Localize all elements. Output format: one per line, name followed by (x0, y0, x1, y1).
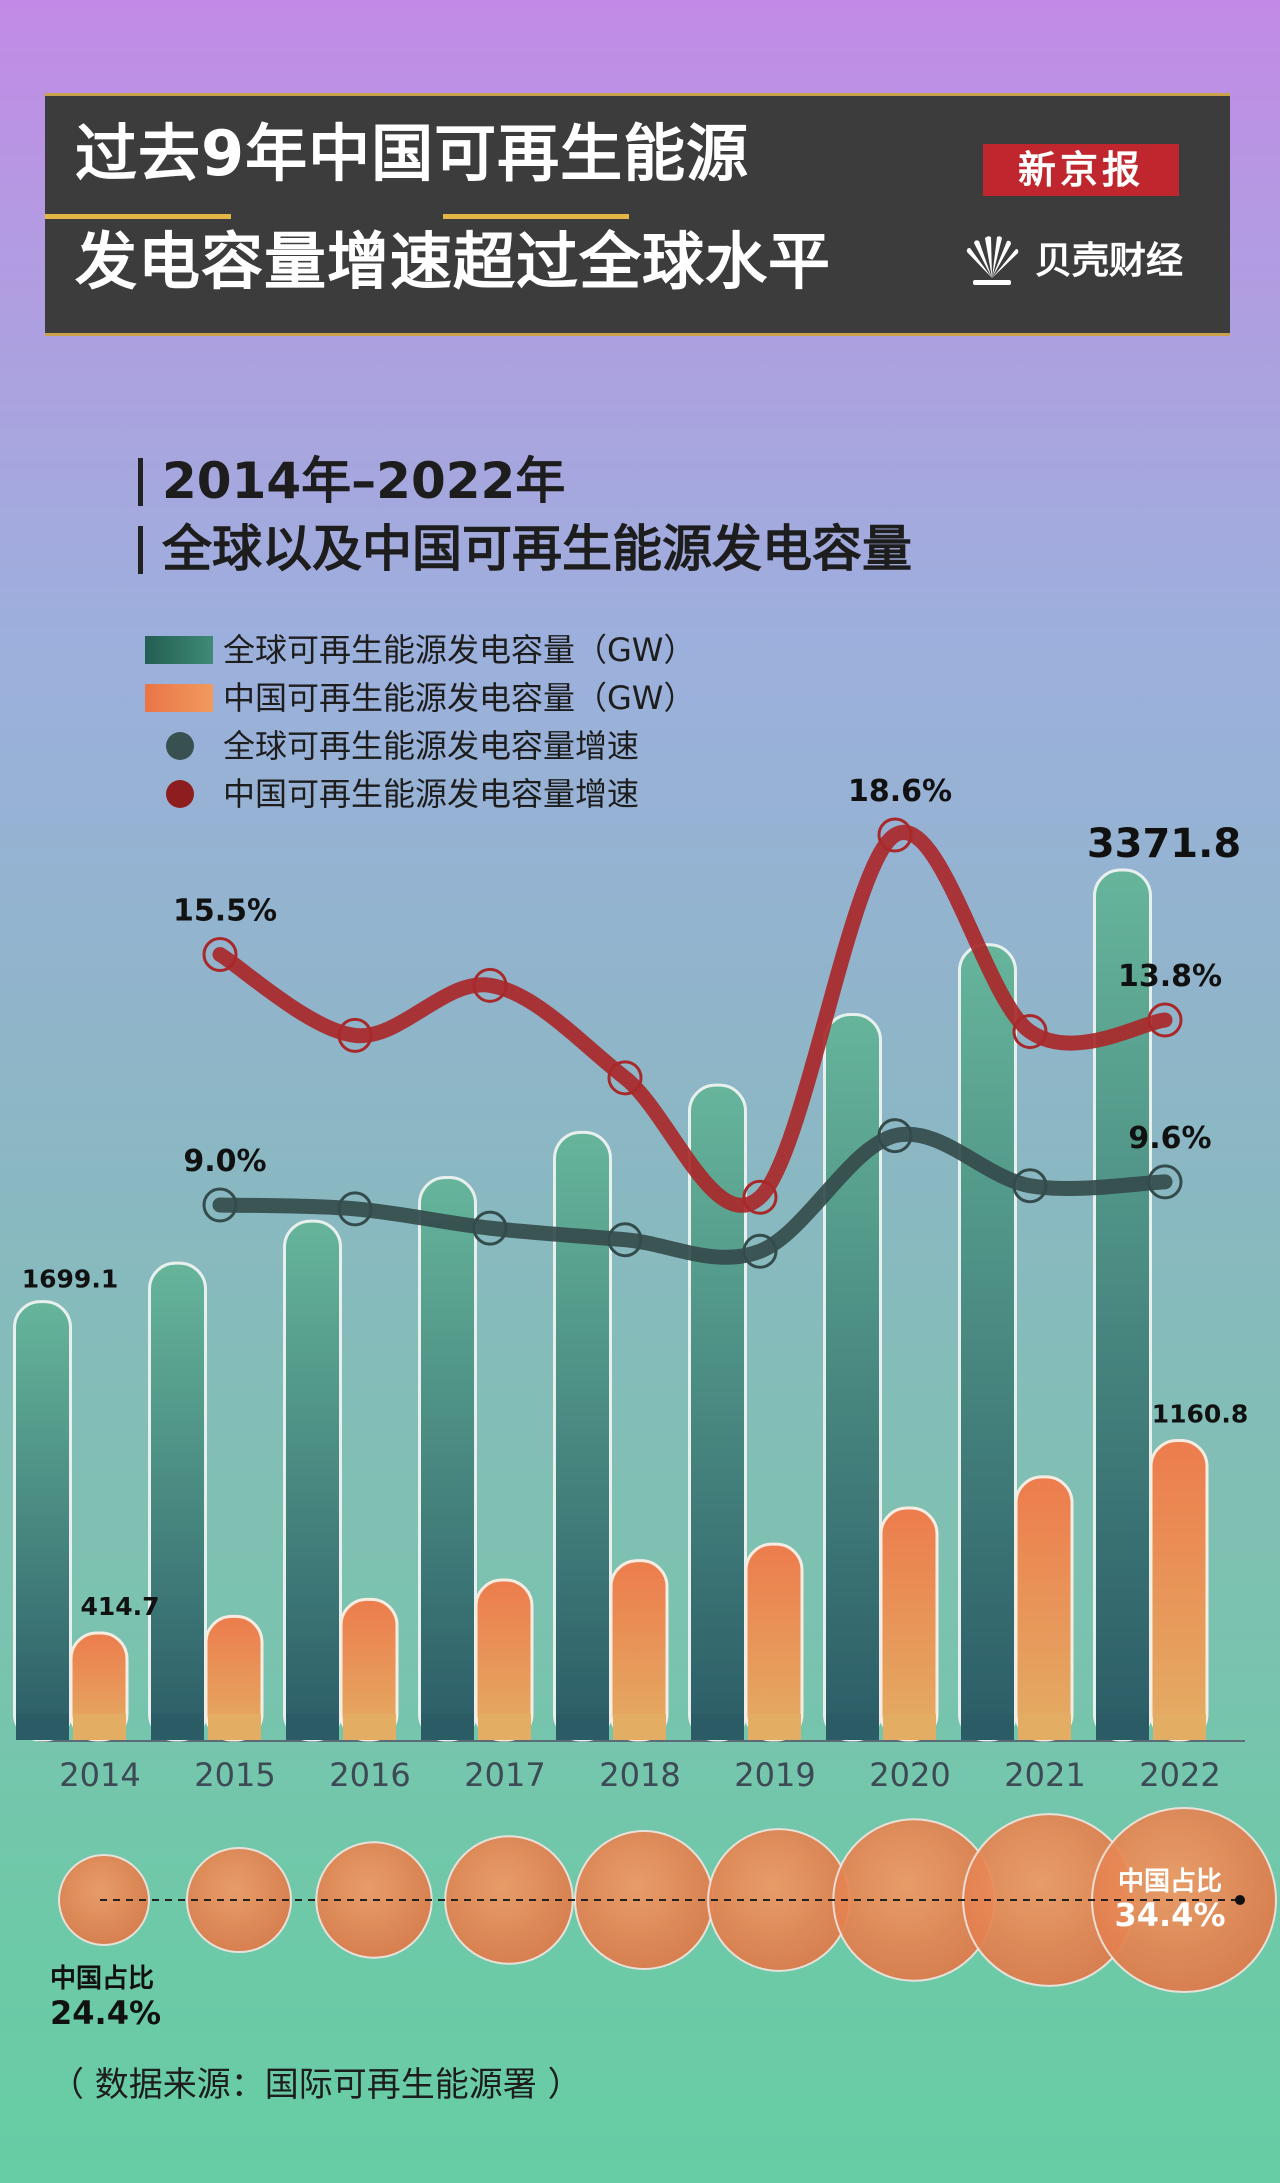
bar-global-base (421, 1714, 474, 1740)
title-underline (45, 214, 231, 219)
china-growth-point (337, 1017, 373, 1053)
global-growth-line (212, 1126, 1173, 1265)
global-growth-point (472, 1210, 508, 1246)
china-growth-value-label: 13.8% (1118, 959, 1222, 994)
china-share-caption: 中国占比 (50, 1964, 154, 1994)
china-growth-point (472, 967, 508, 1003)
global-growth-point (607, 1222, 643, 1258)
legend-label: 全球可再生能源发电容量（GW） (223, 631, 696, 669)
legend-swatch (166, 780, 194, 808)
global-growth-point (1147, 1164, 1183, 1200)
bar-china-base (343, 1714, 396, 1740)
china-capacity-label: 414.7 (80, 1592, 159, 1621)
bar-china-capacity (609, 1559, 669, 1742)
global-capacity-label: 1699.1 (22, 1265, 118, 1294)
global-growth-value-label: 9.0% (183, 1144, 266, 1179)
main-title-line2: 发电容量增速超过全球水平 (75, 225, 832, 298)
bar-global-base (1096, 1714, 1149, 1740)
china-growth-point (202, 936, 238, 972)
bar-global-base (826, 1714, 879, 1740)
china-growth-point (607, 1060, 643, 1096)
china-growth-point (1147, 1002, 1183, 1038)
china-share-bubble (185, 1846, 293, 1954)
x-tick-label: 2022 (1139, 1756, 1220, 1794)
bar-global-capacity (823, 1012, 882, 1742)
bar-global-capacity (148, 1261, 207, 1742)
legend-swatch (166, 732, 194, 760)
legend-swatch (145, 636, 213, 664)
x-tick-label: 2019 (734, 1756, 815, 1794)
global-growth-point (202, 1187, 238, 1223)
shell-logo-icon (966, 236, 1019, 285)
bar-global-capacity (13, 1300, 72, 1742)
legend-label: 中国可再生能源发电容量增速 (223, 775, 640, 813)
global-growth-point (877, 1118, 913, 1154)
bar-china-base (1018, 1714, 1071, 1740)
x-tick-label: 2014 (59, 1756, 140, 1794)
x-tick-label: 2018 (599, 1756, 680, 1794)
global-growth-point (742, 1233, 778, 1269)
title-underline (443, 214, 629, 219)
china-growth-point (1012, 1014, 1048, 1050)
brand-subtitle: 贝壳财经 (1035, 239, 1183, 282)
legend-swatch (145, 684, 213, 712)
china-growth-value-label: 15.5% (173, 893, 277, 928)
bar-global-capacity (283, 1219, 342, 1742)
bar-china-capacity (744, 1542, 804, 1742)
x-tick-label: 2020 (869, 1756, 950, 1794)
subtitle-marker (138, 458, 143, 506)
bar-global-capacity (553, 1130, 612, 1742)
bar-china-base (613, 1714, 666, 1740)
global-growth-value-label: 9.6% (1128, 1121, 1211, 1156)
china-growth-point (877, 817, 913, 853)
x-tick-label: 2017 (464, 1756, 545, 1794)
bar-china-base (748, 1714, 801, 1740)
bar-global-base (961, 1714, 1014, 1740)
x-tick-label: 2016 (329, 1756, 410, 1794)
legend-label: 中国可再生能源发电容量（GW） (223, 679, 696, 717)
china-growth-line (212, 824, 1173, 1213)
bar-global-base (556, 1714, 609, 1740)
x-tick-label: 2021 (1004, 1756, 1085, 1794)
bar-global-base (151, 1714, 204, 1740)
bar-china-capacity (1014, 1475, 1074, 1742)
share-guide-end (1235, 1895, 1245, 1905)
global-capacity-label: 3371.8 (1087, 821, 1241, 867)
global-growth-point (1012, 1168, 1048, 1204)
bar-global-capacity (1093, 868, 1152, 1742)
china-share-caption: 中国占比 (1118, 1867, 1222, 1897)
bar-global-base (16, 1714, 69, 1740)
china-share-value: 34.4% (1114, 1896, 1225, 1934)
chart-subtitle-line2: 全球以及中国可再生能源发电容量 (162, 520, 912, 578)
x-tick-label: 2015 (194, 1756, 275, 1794)
bar-china-base (208, 1714, 261, 1740)
china-growth-point (742, 1179, 778, 1215)
bar-global-base (691, 1714, 744, 1740)
china-capacity-label: 1160.8 (1152, 1399, 1248, 1428)
bar-global-base (286, 1714, 339, 1740)
main-title-line1: 过去9年中国可再生能源 (75, 117, 750, 190)
bar-china-capacity (1149, 1438, 1209, 1742)
china-growth-value-label: 18.6% (848, 774, 952, 809)
bar-china-base (883, 1714, 936, 1740)
global-growth-point (337, 1191, 373, 1227)
bar-china-base (73, 1714, 126, 1740)
legend-label: 全球可再生能源发电容量增速 (223, 727, 640, 765)
bar-global-capacity (418, 1176, 477, 1742)
subtitle-marker (138, 526, 143, 574)
brand-logo: 新京报 (983, 144, 1179, 196)
bar-china-base (1153, 1714, 1206, 1740)
bar-china-capacity (879, 1506, 939, 1742)
china-share-value: 24.4% (50, 1994, 161, 2032)
data-source: （ 数据来源：国际可再生能源署 ） (50, 2065, 582, 2105)
bar-china-base (478, 1714, 531, 1740)
chart-subtitle-line1: 2014年–2022年 (162, 452, 566, 510)
bar-global-capacity (958, 943, 1017, 1742)
header-banner: 过去9年中国可再生能源 发电容量增速超过全球水平 新京报 贝壳财经 (45, 93, 1230, 336)
